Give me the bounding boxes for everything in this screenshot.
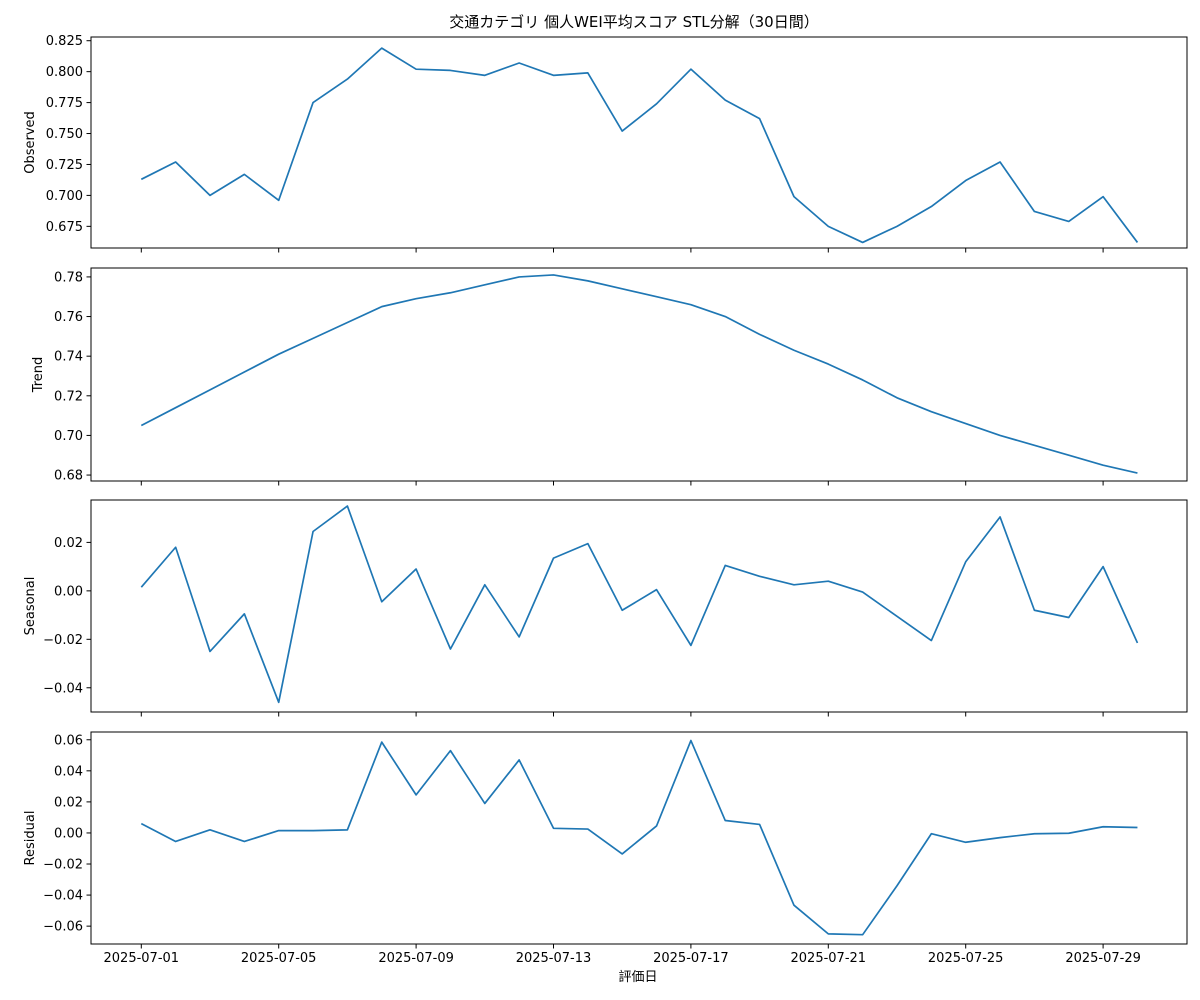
- y-tick-label: 0.78: [54, 270, 83, 285]
- panel-observed: 0.825 0.800 0.775 0.750 0.725 0.700 0.675 Obser…: [23, 34, 1188, 253]
- axes-frame: [90, 36, 1188, 249]
- x-tick-label: 2025-07-25: [928, 951, 1004, 966]
- y-tick-label: 0.700: [46, 189, 83, 204]
- x-tick-label: 2025-07-17: [653, 951, 729, 966]
- y-tick-label: −0.02: [43, 633, 83, 648]
- y-tick-label: 0.68: [54, 469, 83, 484]
- y-tick-label: 0.750: [46, 127, 83, 142]
- y-tick-label: 0.70: [54, 429, 83, 444]
- y-tick-label: 0.04: [54, 764, 83, 779]
- y-tick-label: 0.00: [54, 826, 83, 841]
- y-tick-label: 0.06: [54, 733, 83, 748]
- series-line-observed: [140, 47, 1139, 244]
- y-tick-label: 0.72: [54, 389, 83, 404]
- panels: 0.825 0.800 0.775 0.750 0.725 0.700 0.675 Obser…: [23, 34, 1188, 966]
- series-line-trend: [140, 274, 1138, 474]
- y-tick-label: −0.06: [43, 920, 83, 935]
- x-tick-label: 2025-07-13: [516, 951, 592, 966]
- x-tick-label: 2025-07-01: [104, 951, 180, 966]
- series-line-seasonal: [140, 505, 1139, 704]
- series-line-residual: [140, 739, 1138, 936]
- x-axis-label: 評価日: [618, 970, 657, 985]
- x-tick-label: 2025-07-05: [241, 951, 317, 966]
- y-tick-label: −0.02: [43, 858, 83, 873]
- y-tick-label: 0.02: [54, 536, 83, 551]
- x-tick-label: 2025-07-21: [791, 951, 867, 966]
- y-axis-label: Seasonal: [23, 577, 38, 636]
- panel-trend: 0.78 0.76 0.74 0.72 0.70 0.68 Trend: [31, 267, 1188, 486]
- y-tick-label: 0.725: [46, 158, 83, 173]
- axes-frame: [90, 267, 1188, 482]
- y-axis-label: Observed: [23, 111, 38, 174]
- y-axis-label: Residual: [23, 811, 38, 866]
- panel-seasonal: 0.02 0.00 −0.02 −0.04 Seasonal: [23, 499, 1188, 717]
- y-tick-label: −0.04: [43, 681, 83, 696]
- axes-frame: [90, 731, 1188, 945]
- panel-residual: 0.06 0.04 0.02 0.00 −0.02 −0.04 −0.06 2025-07-0…: [23, 731, 1188, 966]
- y-tick-label: 0.825: [46, 34, 83, 49]
- chart-title: 交通カテゴリ 個人WEI平均スコア STL分解（30日間）: [449, 13, 818, 31]
- y-tick-label: −0.04: [43, 889, 83, 904]
- x-tick-label: 2025-07-29: [1065, 951, 1141, 966]
- y-tick-label: 0.02: [54, 795, 83, 810]
- y-tick-label: 0.76: [54, 310, 83, 325]
- x-tick-label: 2025-07-09: [378, 951, 454, 966]
- y-axis-label: Trend: [31, 357, 46, 394]
- y-tick-label: 0.00: [54, 584, 83, 599]
- y-tick-label: 0.74: [54, 350, 83, 365]
- axes-frame: [90, 499, 1188, 713]
- y-tick-label: 0.800: [46, 65, 83, 80]
- y-tick-label: 0.675: [46, 220, 83, 235]
- y-tick-label: 0.775: [46, 96, 83, 111]
